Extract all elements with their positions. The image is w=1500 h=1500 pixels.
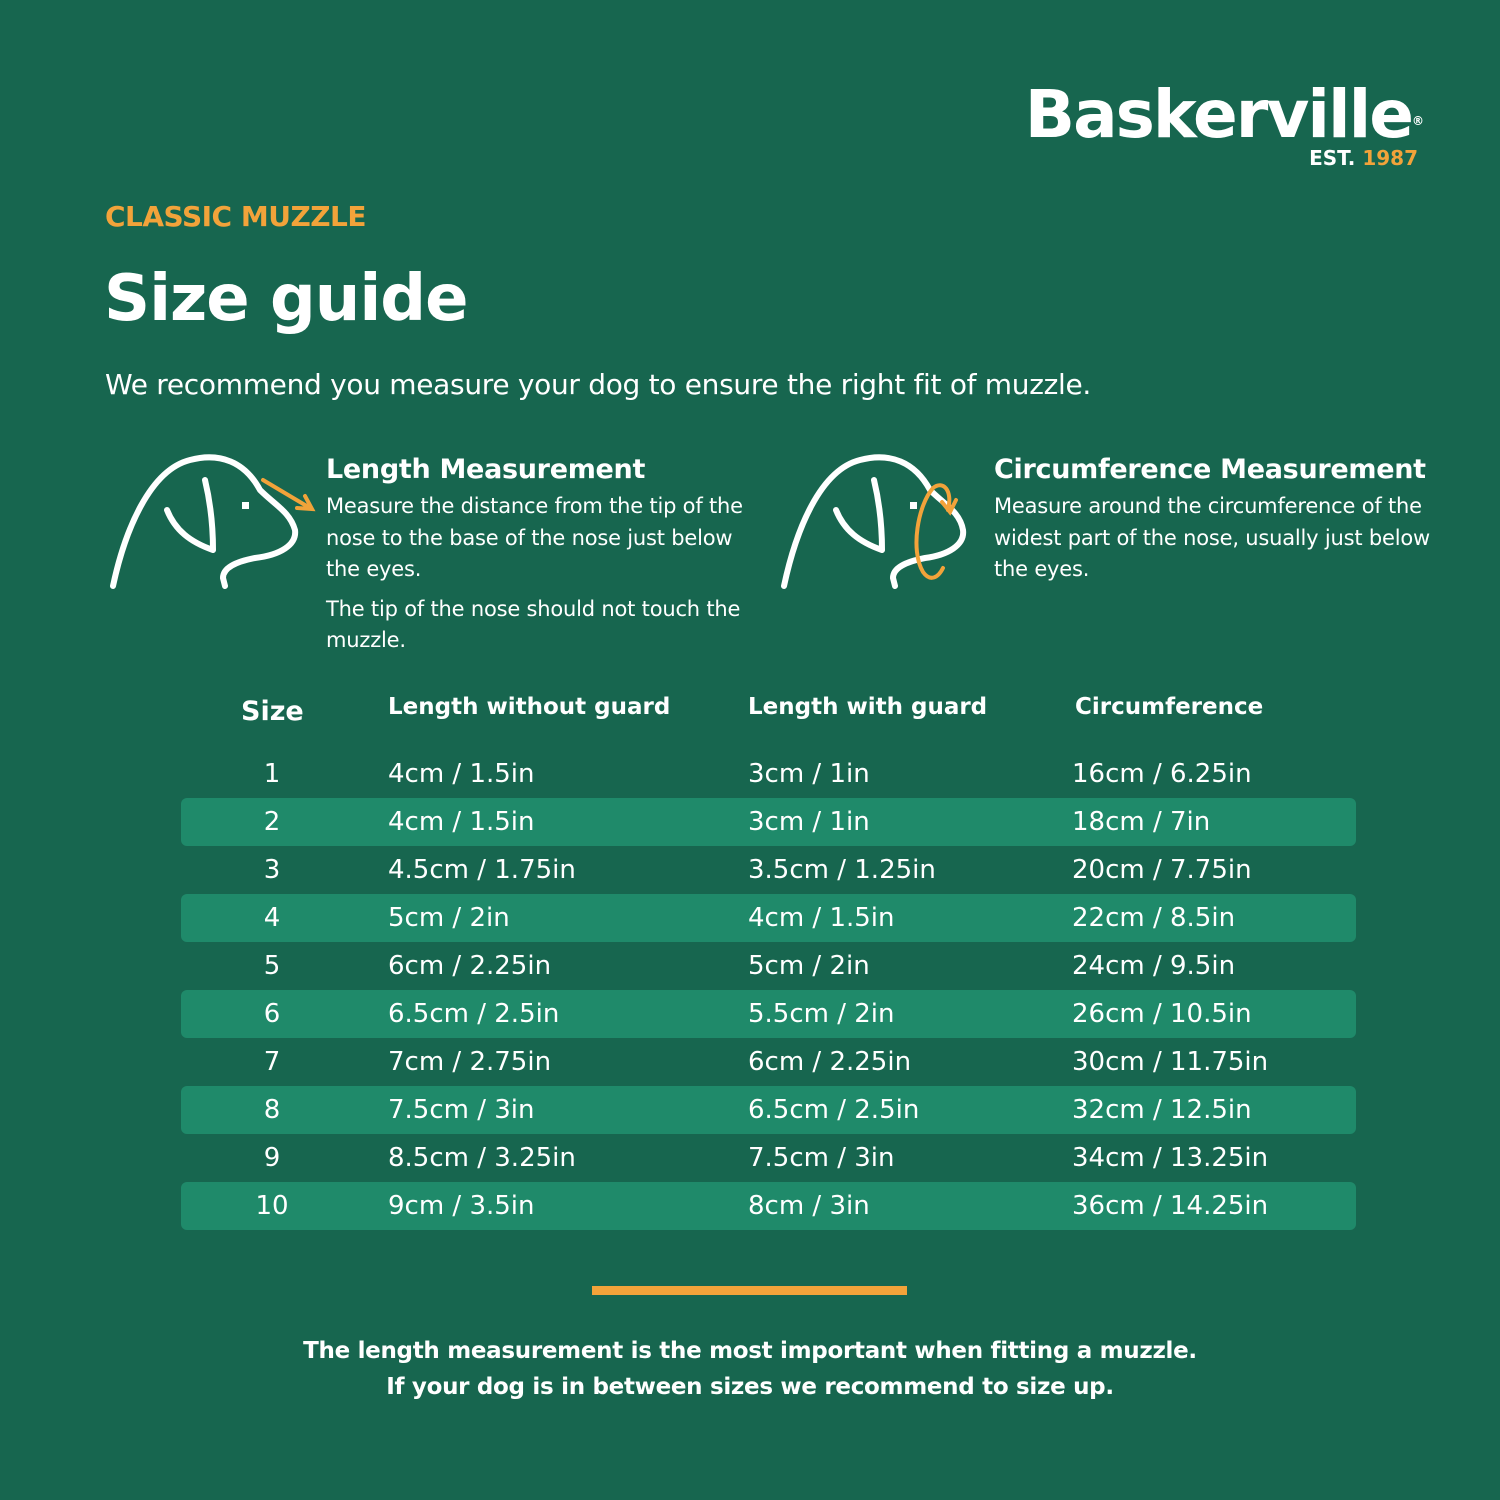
circumference-cell: 18cm / 7in: [1072, 807, 1211, 837]
circumference-cell: 32cm / 12.5in: [1072, 1095, 1252, 1125]
header-circumference: Circumference: [1075, 694, 1264, 720]
length-without-guard-cell: 4cm / 1.5in: [388, 807, 535, 837]
length-measurement: Length Measurement Measure the distance …: [326, 454, 756, 665]
table-row: 3 4.5cm / 1.75in 3.5cm / 1.25in 20cm / 7.75…: [181, 846, 1356, 894]
length-without-guard-cell: 4cm / 1.5in: [388, 759, 535, 789]
circumference-cell: 16cm / 6.25in: [1072, 759, 1252, 789]
length-heading: Length Measurement: [326, 454, 646, 485]
footer-line-1: The length measurement is the most impor…: [303, 1338, 1197, 1364]
circumference-cell: 22cm / 8.5in: [1072, 903, 1236, 933]
size-cell: 3: [263, 855, 281, 885]
size-cell: 1: [263, 759, 281, 789]
header-length-without-guard: Length without guard: [388, 694, 671, 720]
circumference-cell: 24cm / 9.5in: [1072, 951, 1236, 981]
circumference-measurement: Circumference Measurement Measure around…: [994, 454, 1434, 594]
header-length-with-guard: Length with guard: [748, 694, 988, 720]
est-label: EST.: [1309, 146, 1356, 170]
length-note: The tip of the nose should not touch the…: [326, 596, 741, 653]
circumference-cell: 36cm / 14.25in: [1072, 1191, 1269, 1221]
length-without-guard-cell: 7.5cm / 3in: [388, 1095, 535, 1125]
accent-divider: [592, 1286, 907, 1295]
size-table: Size Length without guard Length with gu…: [181, 690, 1356, 1230]
size-cell: 8: [263, 1095, 281, 1125]
length-with-guard-cell: 6.5cm / 2.5in: [748, 1095, 920, 1125]
brand-name: Baskerville: [1024, 76, 1414, 153]
length-with-guard-cell: 3.5cm / 1.25in: [748, 855, 936, 885]
table-row: 5 6cm / 2.25in 5cm / 2in 24cm / 9.5in: [181, 942, 1356, 990]
size-cell: 10: [255, 1191, 289, 1221]
length-instruction: Measure the distance from the tip of the…: [326, 494, 743, 581]
product-eyebrow: CLASSIC MUZZLE: [105, 200, 367, 233]
length-with-guard-cell: 5cm / 2in: [748, 951, 870, 981]
table-header: Size Length without guard Length with gu…: [181, 690, 1356, 738]
footer-note: The length measurement is the most impor…: [0, 1333, 1500, 1405]
size-cell: 9: [263, 1143, 281, 1173]
header-size: Size: [241, 696, 304, 727]
circumference-cell: 30cm / 11.75in: [1072, 1047, 1269, 1077]
dog-head-length-arrow-icon: [110, 454, 316, 589]
table-row: 10 9cm / 3.5in 8cm / 3in 36cm / 14.25in: [181, 1182, 1356, 1230]
length-with-guard-cell: 3cm / 1in: [748, 807, 870, 837]
table-row: 7 7cm / 2.75in 6cm / 2.25in 30cm / 11.75in: [181, 1038, 1356, 1086]
table-row: 4 5cm / 2in 4cm / 1.5in 22cm / 8.5in: [181, 894, 1356, 942]
brand-logo: Baskerville® EST. 1987: [1025, 80, 1424, 171]
length-without-guard-cell: 6cm / 2.25in: [388, 951, 552, 981]
table-body: 1 4cm / 1.5in 3cm / 1in 16cm / 6.25in 2 4cm /…: [181, 750, 1356, 1230]
page-title: Size guide: [104, 262, 468, 336]
circumference-heading: Circumference Measurement: [994, 454, 1426, 485]
size-cell: 5: [263, 951, 281, 981]
length-without-guard-cell: 4.5cm / 1.75in: [388, 855, 576, 885]
table-row: 6 6.5cm / 2.5in 5.5cm / 2in 26cm / 10.5in: [181, 990, 1356, 1038]
circumference-cell: 26cm / 10.5in: [1072, 999, 1252, 1029]
table-row: 8 7.5cm / 3in 6.5cm / 2.5in 32cm / 12.5in: [181, 1086, 1356, 1134]
length-with-guard-cell: 5.5cm / 2in: [748, 999, 895, 1029]
length-with-guard-cell: 7.5cm / 3in: [748, 1143, 895, 1173]
length-with-guard-cell: 8cm / 3in: [748, 1191, 870, 1221]
size-cell: 4: [263, 903, 281, 933]
length-without-guard-cell: 5cm / 2in: [388, 903, 510, 933]
table-row: 9 8.5cm / 3.25in 7.5cm / 3in 34cm / 13.25in: [181, 1134, 1356, 1182]
size-cell: 2: [263, 807, 281, 837]
circumference-cell: 34cm / 13.25in: [1072, 1143, 1269, 1173]
length-without-guard-cell: 7cm / 2.75in: [388, 1047, 552, 1077]
footer-line-2: If your dog is in between sizes we recom…: [386, 1374, 1114, 1400]
table-row: 2 4cm / 1.5in 3cm / 1in 18cm / 7in: [181, 798, 1356, 846]
dog-head-circumference-loop-icon: [781, 454, 967, 589]
est-year: 1987: [1362, 146, 1418, 170]
registered-mark: ®: [1412, 114, 1424, 128]
size-cell: 7: [263, 1047, 281, 1077]
circumference-instruction: Measure around the circumference of the …: [994, 494, 1430, 581]
length-without-guard-cell: 8.5cm / 3.25in: [388, 1143, 576, 1173]
circumference-cell: 20cm / 7.75in: [1072, 855, 1252, 885]
length-with-guard-cell: 3cm / 1in: [748, 759, 870, 789]
length-without-guard-cell: 6.5cm / 2.5in: [388, 999, 560, 1029]
length-with-guard-cell: 6cm / 2.25in: [748, 1047, 912, 1077]
table-row: 1 4cm / 1.5in 3cm / 1in 16cm / 6.25in: [181, 750, 1356, 798]
intro-text: We recommend you measure your dog to ens…: [105, 368, 1092, 401]
length-without-guard-cell: 9cm / 3.5in: [388, 1191, 535, 1221]
size-cell: 6: [263, 999, 281, 1029]
length-with-guard-cell: 4cm / 1.5in: [748, 903, 895, 933]
